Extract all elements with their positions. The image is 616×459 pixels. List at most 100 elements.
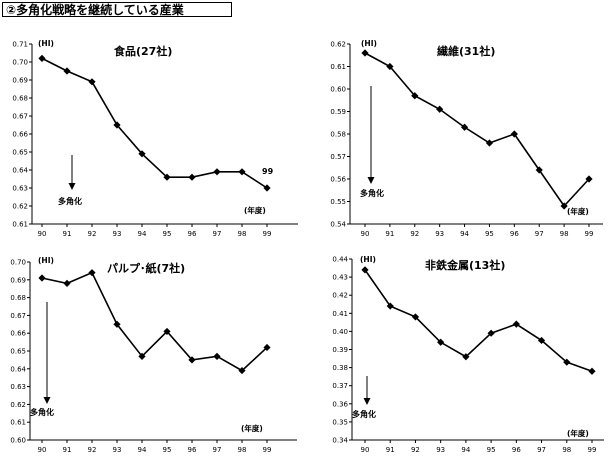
y-tick-label: 0.64 [10, 365, 26, 373]
data-point [213, 352, 221, 360]
y-tick-label: 0.56 [330, 176, 346, 184]
data-point [485, 139, 494, 147]
arrow-head [363, 398, 371, 405]
y-tick-label: 0.62 [10, 401, 26, 409]
x-tick-label: 97 [213, 446, 222, 454]
y-tick-label: 0.69 [10, 276, 26, 284]
series-line [41, 57, 268, 189]
x-tick-label: 91 [63, 446, 72, 454]
page-title: ②多角化戦略を継続している産業 [2, 2, 232, 17]
data-point [63, 279, 71, 287]
x-tick-label: 95 [485, 230, 494, 238]
y-tick-label: 0.67 [10, 312, 26, 320]
y-tick-label: 0.44 [332, 256, 348, 264]
x-tick-label: 96 [512, 446, 521, 454]
x-tick-label: 90 [361, 230, 370, 238]
y-tick-label: 0.69 [12, 77, 28, 85]
x-tick-label: 94 [461, 446, 470, 454]
y-tick-label: 0.70 [10, 259, 26, 267]
data-point [411, 313, 420, 321]
x-tick-label: 97 [535, 230, 544, 238]
x-tick-label: 90 [38, 446, 47, 454]
y-tick-label: 0.54 [330, 221, 346, 229]
x-tick-label: 94 [460, 230, 469, 238]
y-tick-label: 0.61 [330, 63, 346, 71]
series-line [364, 269, 593, 372]
diversification-label: 多角化 [30, 407, 54, 417]
y-tick-label: 0.36 [332, 400, 348, 408]
data-point [588, 367, 596, 375]
data-point [510, 130, 518, 138]
y-tick-label: 0.38 [332, 364, 348, 372]
data-point [263, 184, 271, 192]
y-tick-label: 0.68 [10, 294, 26, 302]
data-point [238, 168, 246, 176]
data-point [238, 366, 246, 375]
arrow-head [43, 397, 51, 404]
x-tick-label: 99 [588, 446, 597, 454]
data-point [138, 150, 146, 158]
y-tick-label: 0.42 [332, 292, 348, 300]
y-tick-label: 0.66 [10, 330, 26, 338]
y-axis-label: (HI) [360, 255, 376, 264]
data-point [263, 343, 271, 352]
y-tick-label: 0.34 [332, 437, 348, 445]
diversification-label: 多角化 [360, 188, 384, 198]
x-tick-label: 95 [163, 230, 172, 238]
chart-title: 非鉄金属(13社) [425, 258, 505, 272]
y-tick-label: 0.57 [330, 153, 346, 161]
y-tick-label: 0.63 [10, 383, 26, 391]
x-tick-label: 97 [213, 230, 222, 238]
y-tick-label: 0.66 [12, 131, 28, 139]
chart-panel-nonferrous-metals: 非鉄金属(13社) (HI) (年度) 多角化 0.34 0.35 0.36 0.37… [332, 255, 604, 454]
chart-panel-pulp-paper: パルプ･紙(7社) (HI) (年度) 多角化 0.60 0.61 0.62 0.63… [10, 256, 297, 454]
data-point [437, 338, 445, 346]
data-point [113, 320, 121, 328]
x-tick-label: 98 [562, 446, 571, 454]
y-axis-label: (HI) [38, 256, 54, 265]
y-tick-label: 0.65 [12, 149, 28, 157]
data-point [436, 105, 444, 113]
data-point [163, 173, 171, 181]
chart-panel-food: 食品(27社) (HI) (年度) 多角化 99 0.61 0.62 0.63 0.6… [12, 39, 298, 238]
y-tick-label: 0.70 [12, 59, 28, 67]
x-tick-label: 93 [435, 230, 444, 238]
data-point [88, 269, 96, 277]
x-tick-label: 91 [386, 446, 395, 454]
y-tick-label: 0.60 [330, 86, 346, 94]
x-tick-label: 96 [188, 230, 197, 238]
y-tick-label: 0.61 [12, 221, 28, 229]
data-point [188, 173, 196, 181]
x-tick-label: 98 [560, 230, 569, 238]
y-tick-label: 0.61 [10, 419, 26, 427]
x-axis-label: (年度) [241, 423, 263, 433]
y-tick-label: 0.65 [10, 348, 26, 356]
y-axis-label: (HI) [361, 39, 377, 48]
chart-title: 食品(27社) [114, 44, 172, 58]
x-axis-label: (年度) [567, 428, 589, 438]
data-point [38, 274, 46, 282]
data-point [487, 329, 495, 337]
x-tick-label: 92 [410, 230, 419, 238]
x-tick-label: 92 [88, 230, 97, 238]
data-point [386, 302, 394, 310]
chart-panel-textile: 繊維(31社) (HI) (年度) 多角化 0.54 0.55 0.56 0.57 0.… [330, 39, 603, 238]
x-tick-label: 99 [585, 230, 594, 238]
arrow-head [367, 177, 375, 184]
data-point [462, 353, 470, 361]
x-tick-label: 98 [238, 446, 247, 454]
y-tick-label: 0.71 [12, 41, 28, 49]
data-point [361, 49, 369, 57]
data-point [163, 327, 171, 336]
x-tick-label: 94 [138, 230, 147, 238]
data-point [535, 166, 543, 174]
x-tick-label: 99 [263, 230, 272, 238]
y-tick-label: 0.58 [330, 131, 346, 139]
y-tick-label: 0.40 [332, 328, 348, 336]
data-point [411, 92, 419, 100]
chart-title: パルプ･紙(7社) [107, 261, 185, 275]
arrow-head [68, 183, 76, 190]
x-tick-label: 96 [188, 446, 197, 454]
x-tick-label: 91 [63, 230, 72, 238]
